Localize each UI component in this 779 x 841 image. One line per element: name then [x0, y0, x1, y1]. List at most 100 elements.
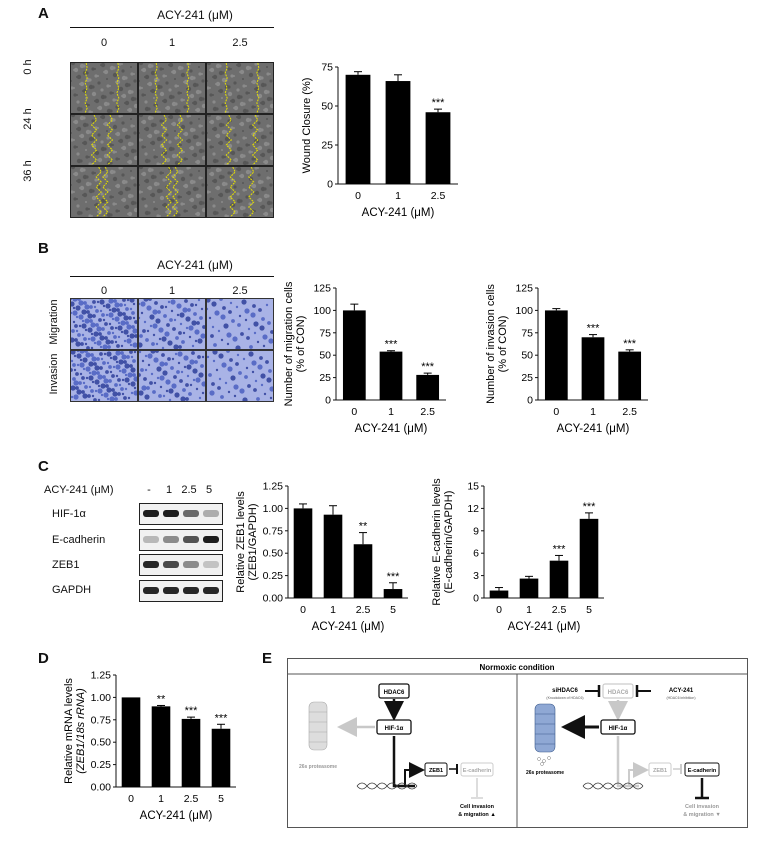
y-tick-label: 1.25 [91, 670, 112, 682]
sihdac6-label: siHDAC6 [552, 688, 578, 694]
blot-band [163, 561, 179, 568]
y-tick-label: 0.75 [263, 525, 284, 537]
wound-image [138, 166, 206, 218]
y-axis-label: Wound Closure (%) [301, 78, 313, 174]
y-tick-label: 0 [325, 395, 331, 407]
significance-label: ** [359, 521, 368, 533]
y-axis-label-2: (% of CON) [295, 316, 307, 373]
ecad-label-left: E-cadherin [463, 768, 492, 774]
blot-band [183, 510, 199, 517]
wound-image [206, 62, 274, 114]
panel-label-a: A [38, 5, 49, 22]
significance-label: *** [583, 501, 597, 513]
blot-band [183, 536, 199, 543]
wound-image [70, 166, 138, 218]
transwell-image [70, 298, 138, 350]
y-tick-label: 0 [473, 593, 479, 605]
outcome-left-2: & migration ▲ [458, 812, 496, 818]
blot-strip [139, 554, 223, 576]
protein-label: ZEB1 [52, 559, 80, 571]
y-tick-label: 0.00 [91, 782, 112, 794]
dose-label: 0 [100, 285, 108, 297]
blot-band [163, 510, 179, 517]
y-axis-label: Number of migration cells [283, 281, 295, 406]
bar [549, 560, 569, 598]
ecad-label-right: E-cadherin [688, 768, 717, 774]
y-tick-label: 0.50 [91, 737, 112, 749]
y-tick-label: 75 [319, 327, 331, 339]
bar [416, 374, 440, 400]
significance-label: *** [387, 571, 401, 583]
blot-strip [139, 529, 223, 551]
bar [211, 728, 231, 787]
panel-label-b: B [38, 240, 49, 257]
wound-image [138, 114, 206, 166]
blot-band [163, 536, 179, 543]
transwell-row-label: Invasion [48, 353, 60, 395]
x-tick-label: 1 [590, 406, 596, 418]
bar [383, 589, 403, 598]
blot-band [143, 510, 159, 517]
significance-label: ** [157, 693, 166, 705]
panel-label-e: E [262, 650, 273, 667]
proteasome-icon-right [534, 703, 556, 753]
wound-image [70, 114, 138, 166]
significance-label: *** [215, 712, 229, 724]
x-axis-label: ACY-241 (μM) [557, 423, 630, 435]
transwell-image [138, 350, 206, 402]
x-tick-label: 0 [300, 604, 306, 616]
significance-label: *** [587, 323, 601, 335]
proteasome-icon-left [308, 701, 328, 751]
y-tick-label: 25 [321, 140, 333, 152]
x-tick-label: 0 [496, 604, 502, 616]
bar [293, 508, 313, 598]
x-tick-label: 0 [355, 190, 361, 202]
y-axis-label-2: (% of CON) [497, 316, 509, 373]
proteasome-label-right: 26s proteasome [526, 770, 564, 776]
drug-header-b: ACY-241 (μM) [157, 258, 233, 272]
x-axis-label: ACY-241 (μM) [140, 810, 213, 822]
zeb1-box-right [648, 762, 672, 777]
hif-box [376, 719, 412, 735]
blot-band [143, 561, 159, 568]
y-tick-label: 9 [473, 525, 479, 537]
outcome-left-1: Cell invasion [460, 804, 495, 810]
y-tick-label: 50 [319, 350, 331, 362]
y-tick-label: 25 [521, 372, 533, 384]
blot-band [203, 587, 219, 594]
x-tick-label: 1 [330, 604, 336, 616]
significance-label: *** [185, 705, 199, 717]
significance-label: *** [553, 543, 567, 555]
blot-band [203, 561, 219, 568]
y-axis-label: Relative mRNA levels [63, 678, 75, 784]
dose-label: 2.5 [232, 285, 248, 297]
western-dose: 1 [165, 484, 173, 496]
y-tick-label: 125 [515, 283, 533, 295]
hdac6-label: HDAC6 [384, 690, 405, 696]
x-tick-label: 2.5 [356, 604, 371, 616]
blot-band [163, 587, 179, 594]
x-axis-label: ACY-241 (μM) [362, 207, 435, 219]
transwell-image [70, 350, 138, 402]
x-tick-label: 5 [390, 604, 396, 616]
mechanism-diagram: Normoxic condition HDAC6 HIF-1α 26s prot… [287, 658, 748, 828]
transwell-row-label: Migration [48, 299, 60, 345]
y-axis-label-2: (E-cadherin/GAPDH) [443, 491, 455, 594]
western-dose: 2.5 [181, 484, 197, 496]
time-label: 24 h [22, 108, 34, 130]
significance-label: *** [421, 361, 435, 373]
protein-label: E-cadherin [52, 534, 106, 546]
bar [579, 518, 599, 598]
drug-header-line-a [70, 27, 274, 28]
y-tick-label: 100 [515, 305, 533, 317]
x-axis-label: ACY-241 (μM) [355, 423, 428, 435]
x-tick-label: 0 [128, 793, 134, 805]
y-axis-label: Relative E-cadherin levels [431, 478, 443, 606]
blot-strip [139, 580, 223, 602]
diagram-title: Normoxic condition [479, 663, 554, 672]
western-dose-header: ACY-241 (μM) [44, 484, 114, 496]
x-tick-label: 1 [388, 406, 394, 418]
bar [323, 514, 343, 598]
x-axis-label: ACY-241 (μM) [508, 621, 581, 633]
y-tick-label: 0.50 [263, 548, 284, 560]
